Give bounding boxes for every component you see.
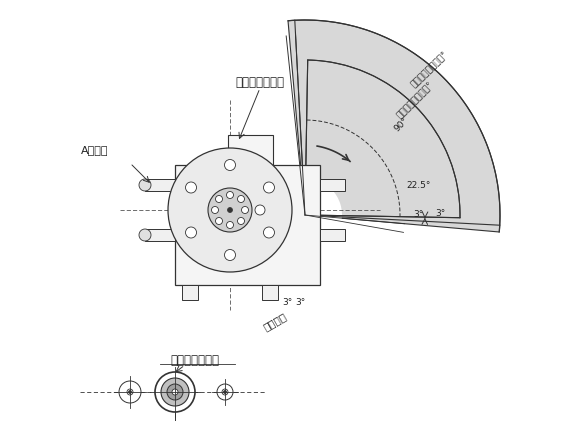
Circle shape <box>168 148 292 272</box>
Circle shape <box>161 378 189 406</box>
FancyBboxPatch shape <box>145 179 175 191</box>
Text: 最小摇勐範困４８°: 最小摇勐範困４８° <box>396 80 436 120</box>
Circle shape <box>167 384 183 400</box>
Circle shape <box>227 191 234 198</box>
Text: 位置決めピン穴: 位置決めピン穴 <box>236 76 285 89</box>
Circle shape <box>237 218 244 225</box>
Circle shape <box>224 160 236 170</box>
Text: 90°: 90° <box>392 116 410 134</box>
FancyBboxPatch shape <box>320 179 345 191</box>
FancyBboxPatch shape <box>262 285 278 300</box>
FancyBboxPatch shape <box>145 229 175 241</box>
Text: 最大摇勐範困９６°: 最大摇勐範困９６° <box>409 49 449 89</box>
Text: 位置決めピン穴: 位置決めピン穴 <box>170 354 220 367</box>
Circle shape <box>224 250 236 260</box>
Text: 3°: 3° <box>413 210 423 218</box>
Circle shape <box>172 389 178 395</box>
Circle shape <box>212 207 219 214</box>
Circle shape <box>227 208 233 212</box>
Circle shape <box>264 227 275 238</box>
Circle shape <box>216 218 223 225</box>
Circle shape <box>185 182 196 193</box>
Circle shape <box>264 182 275 193</box>
FancyBboxPatch shape <box>320 229 345 241</box>
Circle shape <box>216 195 223 202</box>
Wedge shape <box>288 20 500 232</box>
Circle shape <box>139 179 151 191</box>
Circle shape <box>127 389 133 395</box>
Circle shape <box>129 391 131 393</box>
Text: 3°: 3° <box>282 298 292 307</box>
Text: 22.5°: 22.5° <box>406 181 431 190</box>
Circle shape <box>208 188 252 232</box>
FancyBboxPatch shape <box>182 285 198 300</box>
Text: 時計回り: 時計回り <box>262 311 289 332</box>
Wedge shape <box>298 178 342 222</box>
Circle shape <box>217 384 233 400</box>
Text: 3°: 3° <box>295 298 305 307</box>
Circle shape <box>139 229 151 241</box>
Circle shape <box>237 195 244 202</box>
Text: 3°: 3° <box>435 208 445 218</box>
Circle shape <box>222 389 228 395</box>
Text: Aポート: Aポート <box>81 145 109 155</box>
Circle shape <box>119 381 141 403</box>
Circle shape <box>185 227 196 238</box>
Circle shape <box>155 372 195 412</box>
Circle shape <box>224 391 226 393</box>
Circle shape <box>255 205 265 215</box>
FancyBboxPatch shape <box>175 165 320 285</box>
Circle shape <box>227 222 234 229</box>
Circle shape <box>241 207 248 214</box>
FancyBboxPatch shape <box>228 135 273 167</box>
